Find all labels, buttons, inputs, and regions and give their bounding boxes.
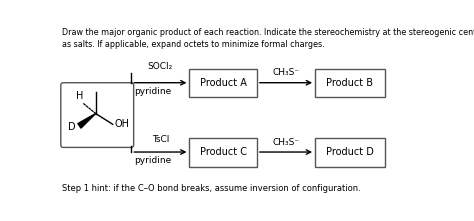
Text: pyridine: pyridine (135, 156, 172, 165)
Text: H: H (76, 91, 84, 101)
Text: Product C: Product C (200, 147, 246, 157)
Text: D: D (68, 122, 75, 132)
Text: CH₃S⁻: CH₃S⁻ (273, 68, 300, 77)
Polygon shape (78, 114, 96, 128)
Text: pyridine: pyridine (135, 87, 172, 95)
Bar (315, 69, 385, 97)
Text: SOCl₂: SOCl₂ (148, 62, 173, 71)
Text: TsCl: TsCl (152, 135, 169, 144)
FancyBboxPatch shape (61, 83, 134, 147)
Text: Draw the major organic product of each reaction. Indicate the stereochemistry at: Draw the major organic product of each r… (63, 28, 474, 49)
Text: Step 1 hint: if the C–O bond breaks, assume inversion of configuration.: Step 1 hint: if the C–O bond breaks, ass… (63, 184, 361, 193)
Bar (315, 138, 385, 167)
Bar (190, 69, 257, 97)
Text: OH: OH (114, 119, 129, 129)
Text: Product D: Product D (326, 147, 374, 157)
Bar (190, 138, 257, 167)
Text: Product B: Product B (327, 78, 374, 88)
Text: Product A: Product A (200, 78, 246, 88)
Text: CH₃S⁻: CH₃S⁻ (273, 138, 300, 147)
